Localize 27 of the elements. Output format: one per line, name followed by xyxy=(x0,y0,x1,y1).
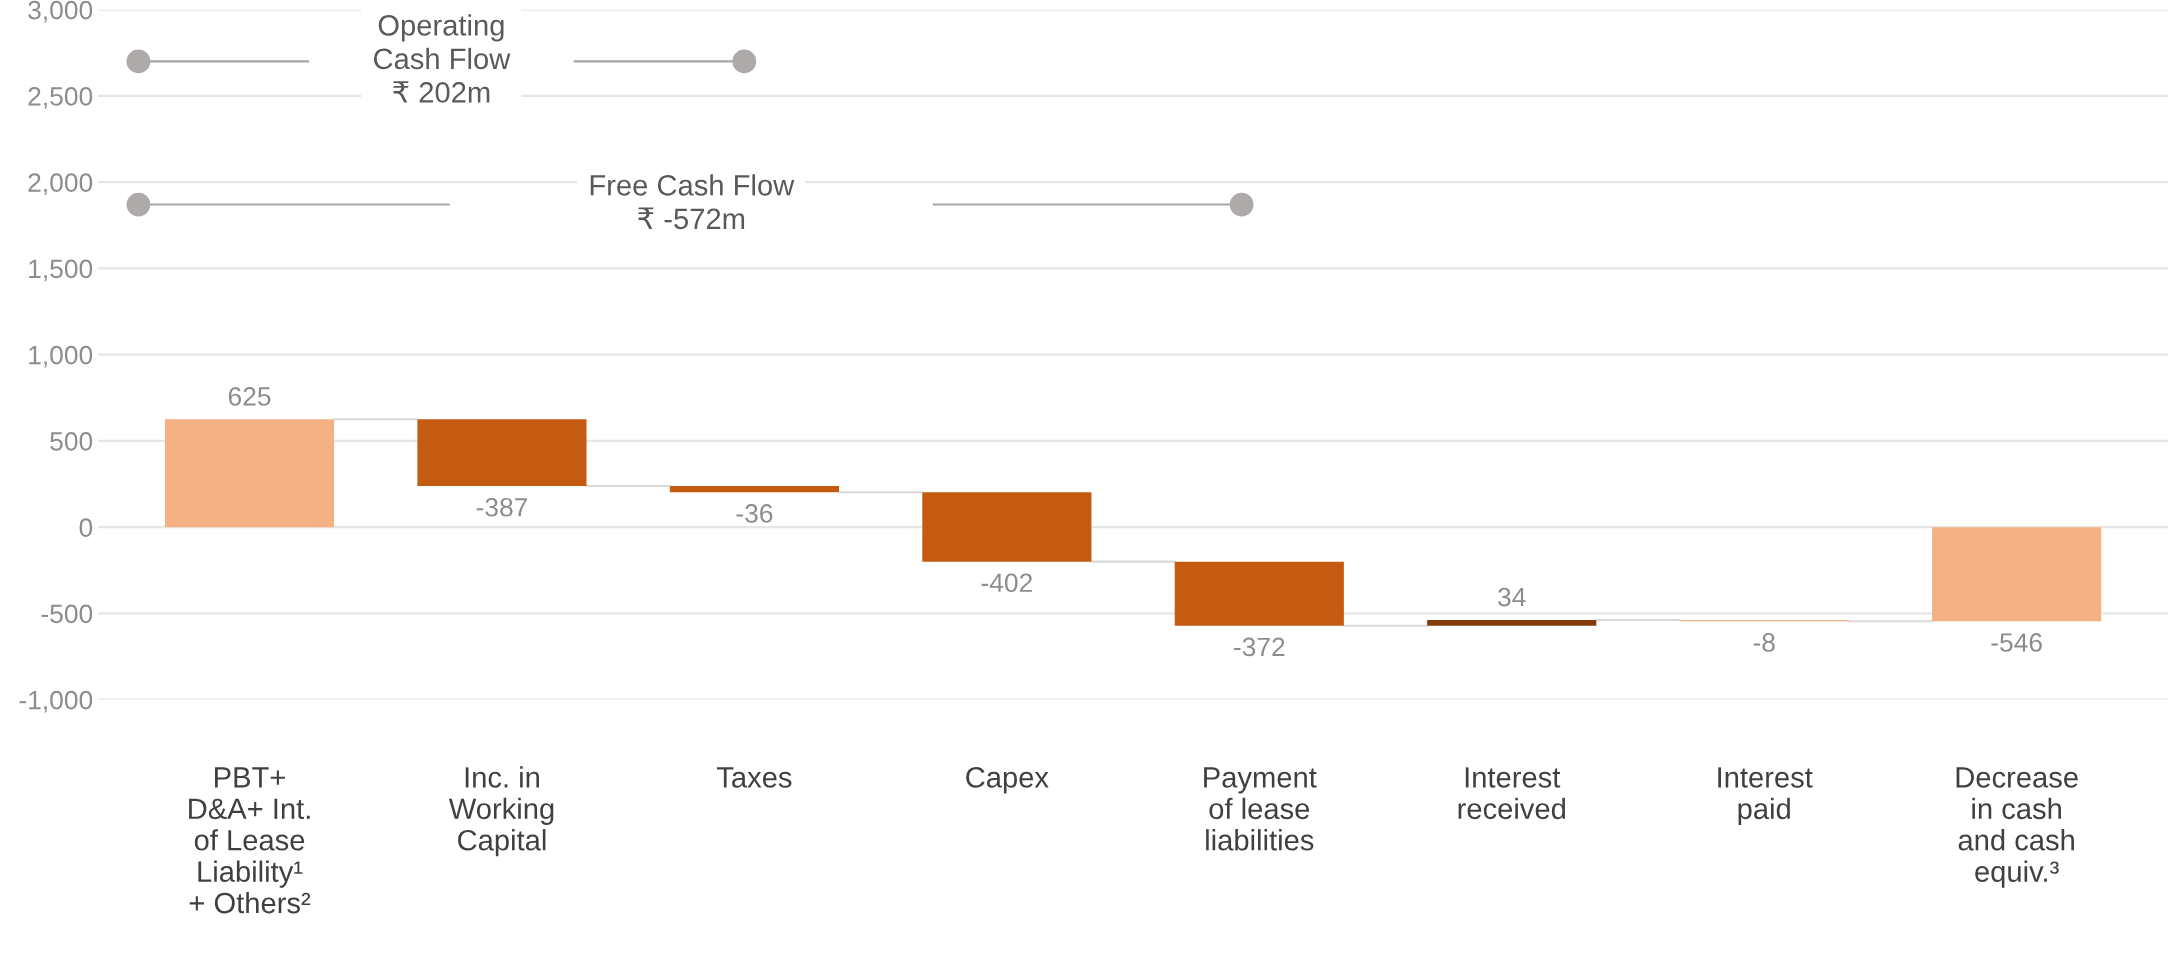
y-tick-label: 1,500 xyxy=(29,259,93,282)
y-tick-label: 3,000 xyxy=(28,0,93,23)
data-label: -546 xyxy=(1991,633,2042,652)
annotation: Operating Cash Flow ₹ 202m xyxy=(373,14,511,103)
x-tick-label: Decrease in cash and cash equiv.³ xyxy=(1956,767,2078,888)
y-tick-label: -500 xyxy=(41,604,93,624)
data-label: -402 xyxy=(981,573,1032,593)
data-label: -372 xyxy=(1234,637,1285,657)
x-tick-label: Interest received xyxy=(1458,767,1565,820)
x-tick-label: Interest paid xyxy=(1718,767,1813,825)
x-tick-label: Taxes xyxy=(716,767,792,788)
data-label: 625 xyxy=(228,387,271,406)
x-tick-label: Payment of lease liabilities xyxy=(1204,767,1317,851)
y-tick-label: -1,000 xyxy=(19,690,93,713)
y-tick-label: 1,000 xyxy=(29,345,93,368)
data-label: -36 xyxy=(736,504,773,523)
y-tick-label: 500 xyxy=(50,432,93,451)
data-label: 34 xyxy=(1498,587,1526,607)
x-tick-label: Capex xyxy=(966,767,1049,794)
y-tick-label: 2,500 xyxy=(28,87,93,109)
x-tick-label: Inc. in Working Capital xyxy=(448,766,554,857)
y-tick-label: 2,000 xyxy=(28,173,93,196)
annotation: Free Cash Flow ₹ -572m xyxy=(590,174,795,230)
x-tick-label: PBT+ D&A+ Int. of Lease Liability¹ + Others² xyxy=(189,767,311,914)
data-label: -387 xyxy=(476,497,528,517)
y-tick-label: 0 xyxy=(79,518,93,537)
data-label: -8 xyxy=(1753,633,1775,652)
